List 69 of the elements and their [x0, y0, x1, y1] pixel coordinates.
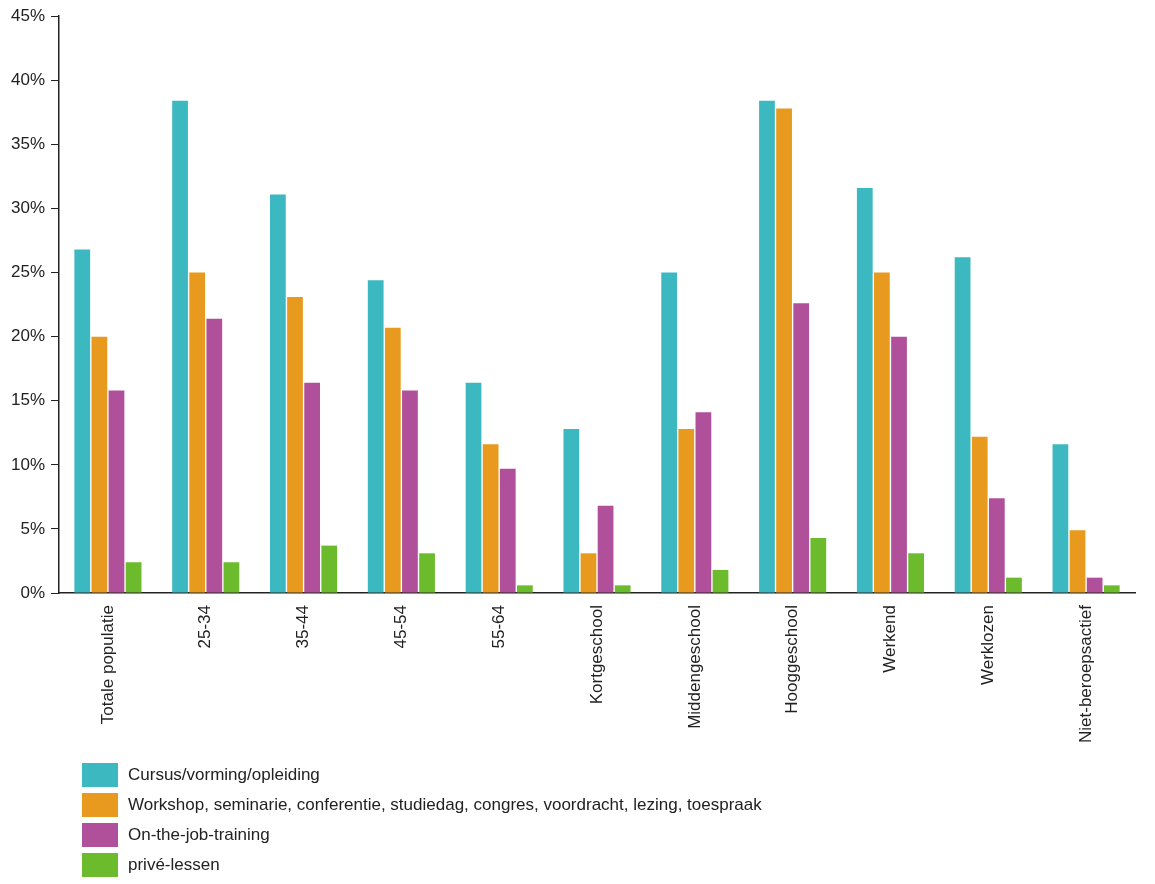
- bar: [465, 382, 482, 593]
- x-tick-label: Niet-beroepsactief: [1075, 604, 1095, 744]
- x-tick-label: Werkend: [880, 605, 900, 673]
- bar: [499, 468, 516, 593]
- bar: [891, 336, 907, 593]
- bar: [1086, 577, 1103, 593]
- x-tick-label: 35-44: [293, 605, 313, 649]
- bar: [1006, 577, 1022, 593]
- bar: [908, 553, 925, 593]
- x-tick-label: Werklozen: [977, 605, 997, 686]
- x-tick-label: Hooggeschool: [782, 605, 802, 714]
- y-tick-label: 40%: [10, 69, 46, 89]
- bar: [91, 336, 108, 593]
- y-tick-label: 30%: [10, 198, 46, 218]
- bar: [954, 257, 971, 593]
- x-tick-label: Totale populatie: [97, 605, 117, 725]
- legend-label: On-the-job-training: [128, 825, 270, 845]
- bar: [108, 390, 125, 593]
- y-tick-label: 20%: [10, 326, 46, 346]
- bar: [384, 327, 401, 593]
- x-tick-label: 45-54: [391, 605, 411, 649]
- bar: [776, 108, 792, 593]
- bar: [614, 585, 631, 593]
- bar: [810, 537, 827, 593]
- bar: [172, 100, 188, 593]
- bar: [856, 187, 873, 593]
- y-tick-label: 25%: [10, 262, 46, 282]
- bar: [1069, 530, 1086, 593]
- bar: [517, 585, 533, 593]
- bar: [563, 428, 580, 593]
- y-tick-label: 10%: [10, 454, 46, 474]
- bar: [712, 569, 729, 593]
- bar: [678, 428, 695, 593]
- bar: [270, 194, 286, 593]
- legend-label: Cursus/vorming/opleiding: [128, 765, 320, 785]
- bar: [793, 303, 810, 593]
- bar: [125, 562, 142, 593]
- bar: [1103, 585, 1120, 593]
- y-tick-label: 0%: [20, 582, 46, 602]
- bar: [580, 553, 597, 593]
- y-tick-label: 35%: [10, 134, 46, 154]
- y-tick-label: 5%: [20, 518, 46, 538]
- bar: [695, 412, 712, 593]
- bar: [223, 562, 240, 593]
- bar: [304, 382, 320, 593]
- bar: [74, 249, 91, 593]
- bar: [988, 498, 1005, 593]
- bar: [759, 100, 775, 593]
- bar: [419, 553, 435, 593]
- bar: [367, 280, 384, 593]
- x-tick-label: Middengeschool: [684, 605, 704, 729]
- x-tick-label: Kortgeschool: [586, 605, 606, 705]
- legend-label: privé-lessen: [128, 855, 220, 875]
- y-tick-label: 15%: [10, 390, 46, 410]
- bar: [874, 272, 890, 593]
- y-tick-label: 45%: [10, 5, 46, 25]
- bar: [206, 318, 223, 593]
- bar: [189, 272, 206, 593]
- bar: [402, 390, 418, 593]
- bar: [321, 545, 338, 593]
- x-tick-label: 25-34: [195, 605, 215, 649]
- bar: [661, 272, 678, 593]
- bar: [971, 436, 988, 593]
- bar: [597, 505, 614, 593]
- x-tick-label: 55-64: [488, 605, 508, 649]
- bar: [482, 444, 499, 593]
- legend-label: Workshop, seminarie, conferentie, studiedag, congres, voordracht, lezing, toespraak: [128, 795, 762, 815]
- bar: [1052, 444, 1069, 593]
- bar: [287, 296, 303, 593]
